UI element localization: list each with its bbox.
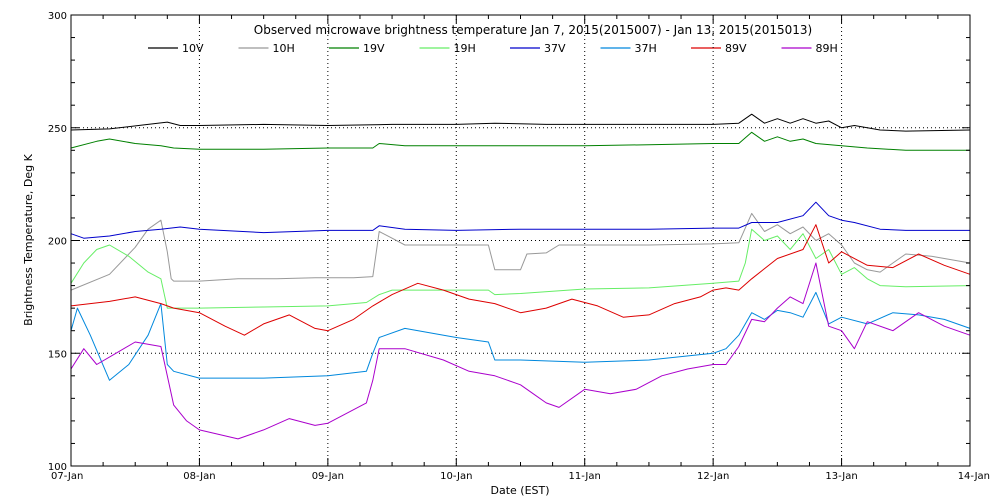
series-line-89v bbox=[70, 224, 971, 336]
legend-label-10h: 10H bbox=[273, 42, 295, 55]
y-axis: 100 150 200 250 300 bbox=[48, 11, 970, 473]
x-tick-label: 07-Jan bbox=[51, 471, 83, 482]
y-tick-label: 150 bbox=[48, 349, 67, 360]
x-axis: 07-Jan 08-Jan 09-Jan 10-Jan 11-Jan 12-Jan 13-J… bbox=[51, 15, 990, 482]
legend-label-19v: 19V bbox=[363, 42, 385, 55]
series-line-37v bbox=[70, 201, 970, 239]
x-tick-label: 08-Jan bbox=[183, 471, 215, 482]
legend: 10V 10H 19V 19H 37V 37H 89V 89H bbox=[148, 42, 838, 55]
series-line-19h bbox=[70, 228, 971, 309]
legend-label-89v: 89V bbox=[725, 42, 747, 55]
y-tick-label: 100 bbox=[48, 462, 67, 473]
x-tick-label: 09-Jan bbox=[312, 471, 344, 482]
series-group bbox=[70, 113, 971, 440]
x-tick-label: 13-Jan bbox=[825, 471, 857, 482]
x-tick-label: 10-Jan bbox=[440, 471, 472, 482]
legend-label-89h: 89H bbox=[816, 42, 838, 55]
series-line-10h bbox=[70, 212, 971, 291]
series-line-89h bbox=[70, 262, 971, 440]
series-line-19v bbox=[70, 131, 970, 151]
x-tick-label: 12-Jan bbox=[697, 471, 729, 482]
y-tick-label: 200 bbox=[48, 237, 67, 248]
chart-title: Observed microwave brightness temperatur… bbox=[254, 23, 812, 37]
y-tick-label: 250 bbox=[48, 124, 67, 135]
legend-label-37h: 37H bbox=[635, 42, 657, 55]
series-line-10v bbox=[70, 113, 971, 132]
x-tick-label: 11-Jan bbox=[569, 471, 601, 482]
series-line-37h bbox=[70, 291, 971, 381]
y-tick-label: 300 bbox=[48, 11, 67, 22]
legend-label-10v: 10V bbox=[182, 42, 204, 55]
legend-label-37v: 37V bbox=[544, 42, 566, 55]
legend-label-19h: 19H bbox=[454, 42, 476, 55]
x-axis-label: Date (EST) bbox=[490, 484, 549, 497]
y-axis-label: Brightness Temperature, Deg K bbox=[22, 153, 35, 325]
x-tick-label: 14-Jan bbox=[958, 471, 990, 482]
